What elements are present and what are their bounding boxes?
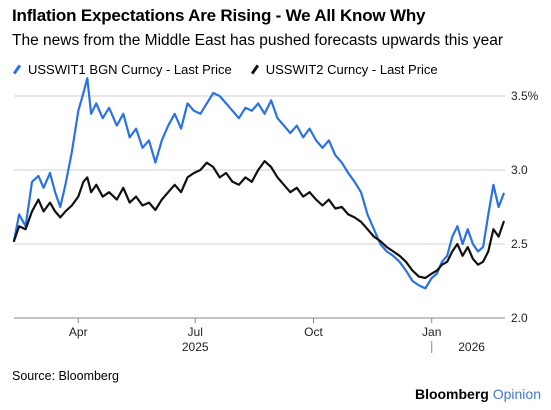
legend-item-series-1: USSWIT1 BGN Curncy - Last Price [12, 62, 232, 77]
legend-item-series-2: USSWIT2 Curncy - Last Price [250, 62, 438, 77]
brand-name: Bloomberg [414, 386, 489, 402]
y-tick-label-0: 3.5% [511, 89, 539, 103]
x-tick-label-1: Jul [188, 325, 203, 339]
series-line-1 [12, 77, 505, 290]
brand-logo: Bloomberg Opinion [415, 386, 541, 402]
x-year-label-1: 2026 [458, 340, 485, 354]
legend: USSWIT1 BGN Curncy - Last Price USSWIT2 … [12, 62, 438, 77]
y-tick-label-1: 3.0 [511, 163, 528, 177]
chart-title: Inflation Expectations Are Rising - We A… [12, 6, 426, 25]
legend-label-series-1: USSWIT1 BGN Curncy - Last Price [28, 62, 232, 77]
x-year-label-0: 2025 [182, 340, 209, 354]
source-note: Source: Bloomberg [12, 369, 120, 383]
x-tick-label-2: Oct [304, 325, 323, 339]
series-line-2 [12, 160, 505, 280]
brand-suffix: Opinion [492, 386, 541, 402]
y-tick-label-2: 2.5 [511, 237, 528, 251]
x-tick-label-3: Jan [422, 325, 441, 339]
y-tick-label-3: 2.0 [511, 311, 528, 325]
x-tick-label-0: Apr [69, 325, 88, 339]
chart-subtitle: The news from the Middle East has pushed… [12, 32, 504, 49]
legend-label-series-2: USSWIT2 Curncy - Last Price [265, 62, 438, 77]
